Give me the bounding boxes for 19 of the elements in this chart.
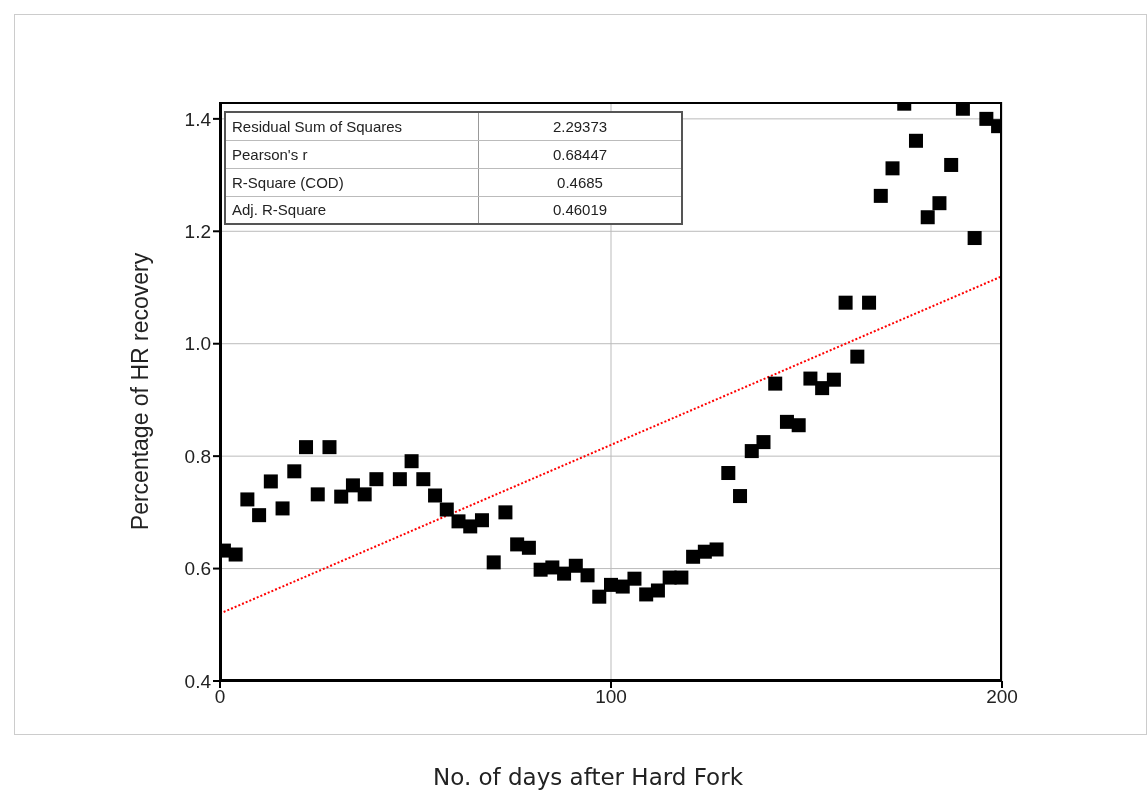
x-tick-label: 0 (214, 686, 226, 708)
y-tick-label: 0.6 (184, 558, 211, 580)
x-axis-title: No. of days after Hard Fork (432, 764, 744, 790)
x-tick-label: 100 (595, 686, 627, 708)
x-tick-label: 200 (986, 686, 1018, 708)
y-tick-label: 1.2 (184, 221, 211, 243)
annotation: Adj. R-Square (225, 196, 479, 224)
y-axis-title: Percentage of HR recovery (127, 252, 154, 531)
annotation: 2.29373 (478, 112, 682, 140)
y-tick-label: 1.0 (184, 333, 211, 355)
y-tick-label: 1.4 (184, 108, 212, 130)
annotation: 0.4685 (478, 168, 682, 196)
annotation: Pearson's r (225, 140, 479, 168)
y-tick-label: 0.8 (184, 445, 211, 467)
annotation: 0.68447 (478, 140, 682, 168)
annotation: Residual Sum of Squares (225, 112, 479, 140)
annotation: R-Square (COD) (225, 168, 479, 196)
annotation: 0.46019 (478, 196, 682, 224)
y-tick-label: 0.4 (184, 670, 212, 692)
